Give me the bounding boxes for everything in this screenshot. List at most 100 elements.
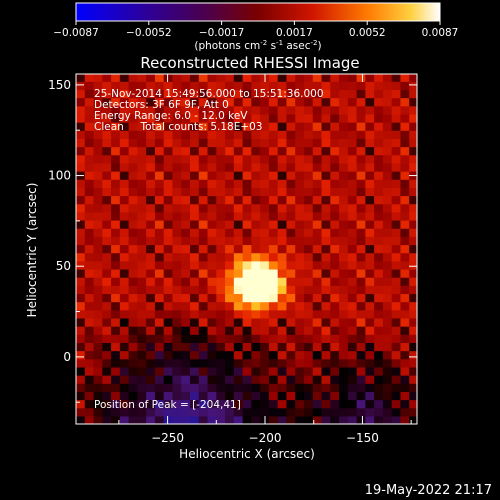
heatmap-pixel xyxy=(146,105,156,115)
heatmap-pixel xyxy=(391,342,402,352)
heatmap-pixel xyxy=(154,211,165,221)
heatmap-pixel xyxy=(330,375,340,384)
heatmap-pixel xyxy=(163,375,174,384)
heatmap-pixel xyxy=(321,317,331,327)
heatmap-pixel xyxy=(76,236,86,246)
heatmap-pixel xyxy=(339,293,349,303)
heatmap-pixel xyxy=(260,301,270,311)
heatmap-pixel xyxy=(102,415,112,424)
heatmap-pixel xyxy=(295,285,305,295)
heatmap-pixel xyxy=(189,334,200,343)
heatmap-pixel xyxy=(84,195,95,205)
heatmap-pixel xyxy=(242,391,252,401)
heatmap-pixel xyxy=(286,154,296,164)
heatmap-pixel xyxy=(330,228,340,237)
heatmap-pixel xyxy=(172,260,182,270)
heatmap-pixel xyxy=(330,219,340,229)
heatmap-pixel xyxy=(93,179,103,188)
heatmap-pixel xyxy=(198,171,209,180)
heatmap-pixel xyxy=(330,130,340,139)
heatmap-pixel xyxy=(339,179,349,188)
heatmap-pixel xyxy=(119,138,130,148)
heatmap-pixel xyxy=(93,74,103,82)
heatmap-pixel xyxy=(128,138,138,148)
heatmap-pixel xyxy=(312,154,323,164)
heatmap-pixel xyxy=(295,399,305,409)
heatmap-pixel xyxy=(172,211,182,221)
heatmap-pixel xyxy=(251,350,261,360)
heatmap-pixel xyxy=(146,391,156,401)
heatmap-pixel xyxy=(365,415,375,424)
heatmap-pixel xyxy=(216,391,226,401)
heatmap-pixel xyxy=(102,74,112,82)
heatmap-pixel xyxy=(242,277,252,286)
heatmap-pixel xyxy=(312,219,323,229)
heatmap-pixel xyxy=(137,399,147,409)
heatmap-pixel xyxy=(233,211,244,221)
heatmap-pixel xyxy=(356,228,366,237)
heatmap-pixel xyxy=(347,219,358,229)
heatmap-pixel xyxy=(198,342,209,352)
heatmap-pixel xyxy=(400,399,410,409)
heatmap-pixel xyxy=(207,74,217,82)
heatmap-pixel xyxy=(286,317,296,327)
heatmap-pixel xyxy=(339,97,349,107)
heatmap-pixel xyxy=(198,97,209,107)
heatmap-pixel xyxy=(251,415,261,424)
heatmap-pixel xyxy=(295,277,305,286)
heatmap-pixel xyxy=(277,203,288,213)
info-line-time: 25-Nov-2014 15:49:56.000 to 15:51:36.000 xyxy=(94,88,324,100)
heatmap-pixel xyxy=(391,334,402,343)
heatmap-pixel xyxy=(137,179,147,188)
heatmap-pixel xyxy=(251,105,261,115)
heatmap-pixel xyxy=(111,375,121,384)
heatmap-pixel xyxy=(277,81,288,91)
heatmap-pixel xyxy=(198,219,209,229)
heatmap-pixel xyxy=(172,415,182,424)
heatmap-pixel xyxy=(277,130,288,139)
heatmap-pixel xyxy=(312,309,323,319)
heatmap-pixel xyxy=(181,97,191,107)
heatmap-pixel xyxy=(119,195,130,205)
heatmap-pixel xyxy=(181,342,191,352)
heatmap-pixel xyxy=(303,293,314,303)
heatmap-pixel xyxy=(303,122,314,131)
heatmap-pixel xyxy=(163,81,174,91)
heatmap-pixel xyxy=(207,195,217,205)
heatmap-pixel xyxy=(84,350,95,360)
heatmap-pixel xyxy=(216,211,226,221)
heatmap-pixel xyxy=(321,171,331,180)
heatmap-pixel xyxy=(146,301,156,311)
heatmap-pixel xyxy=(102,154,112,164)
heatmap-pixel xyxy=(277,358,288,368)
heatmap-pixel xyxy=(286,383,296,392)
heatmap-pixel xyxy=(84,268,95,278)
heatmap-pixel xyxy=(356,268,366,278)
heatmap-pixel xyxy=(382,358,393,368)
heatmap-pixel xyxy=(216,236,226,246)
heatmap-pixel xyxy=(268,399,279,409)
heatmap-pixel xyxy=(181,236,191,246)
heatmap-pixel xyxy=(146,203,156,213)
heatmap-pixel xyxy=(181,358,191,368)
heatmap-pixel xyxy=(216,122,226,131)
heatmap-pixel xyxy=(111,122,121,131)
heatmap-pixel xyxy=(181,146,191,156)
heatmap-pixel xyxy=(365,113,375,123)
heatmap-pixel xyxy=(172,195,182,205)
heatmap-pixel xyxy=(365,317,375,327)
heatmap-pixel xyxy=(400,260,410,270)
heatmap-pixel xyxy=(347,122,358,131)
heatmap-pixel xyxy=(400,391,410,401)
heatmap-pixel xyxy=(146,211,156,221)
heatmap-pixel xyxy=(356,285,366,295)
heatmap-pixel xyxy=(356,375,366,384)
heatmap-pixel xyxy=(137,211,147,221)
heatmap-pixel xyxy=(163,244,174,254)
heatmap-pixel xyxy=(330,358,340,368)
heatmap-pixel xyxy=(146,350,156,360)
heatmap-pixel xyxy=(286,195,296,205)
heatmap-pixel xyxy=(233,187,244,197)
heatmap-pixel xyxy=(146,334,156,343)
heatmap-pixel xyxy=(286,138,296,148)
